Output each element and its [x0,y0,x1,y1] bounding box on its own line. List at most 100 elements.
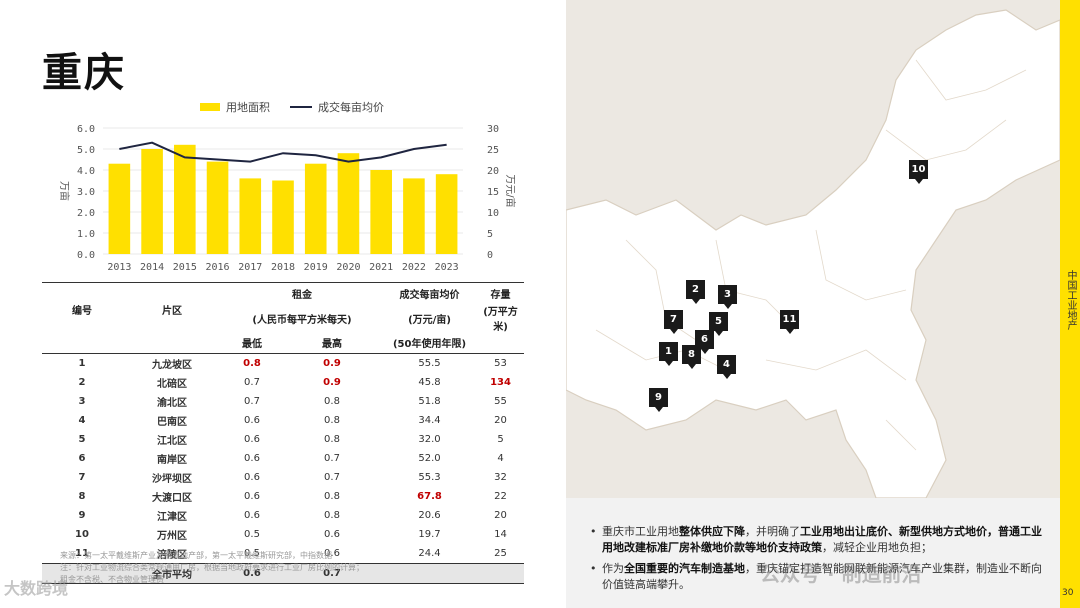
source-notes: 来源：第一太平戴维斯产业及物流地产部，第一太平戴维斯研究部，中指数据 注：针对工… [60,550,364,586]
bar [206,161,229,254]
cell-stock: 55 [494,396,507,407]
map-marker-3: 3 [718,285,737,309]
header-price-unit: (万元/亩) [408,314,451,326]
cell-price: 24.4 [418,548,441,559]
map-marker-10: 10 [909,160,928,184]
cell-id: 10 [75,529,89,540]
x-tick-label: 2017 [238,262,262,273]
legend-bar-label: 用地面积 [226,101,270,114]
y2-tick-label: 5 [487,229,493,240]
note-text-1: 注：针对工业物流综合类常规通用厂房，根据当地政府要求进行工业厂房比例的计算； [60,563,364,572]
cell-price: 20.6 [418,510,441,521]
cell-district: 江津区 [157,512,187,523]
bar [337,153,360,254]
summary-bullets: 重庆市工业用地整体供应下降，并明确了工业用地出让底价、新型供地方式地价，普通工业… [566,498,1060,608]
header-price: 成交每亩均价 [399,290,460,301]
table-row: 1 九龙坡区 0.8 0.9 55.5 53 [42,354,524,374]
cell-min: 0.6 [244,453,260,464]
cell-max: 0.6 [324,548,340,559]
x-tick-label: 2014 [140,262,164,273]
y-axis-label: 万亩 [58,181,71,201]
map-marker-11: 11 [780,310,799,334]
cell-district: 万州区 [157,531,187,542]
header-stock: 存量 [490,290,511,301]
page-number: 30 [1062,588,1074,598]
y-tick-label: 2.0 [77,208,95,219]
chongqing-map: 10 2 3 7 5 11 6 1 8 4 9 [566,0,1060,498]
map-outline [566,9,1060,498]
map-marker-5: 5 [709,312,728,336]
cell-max: 0.8 [324,434,340,445]
side-strip [1060,0,1080,608]
table-row: 3 渝北区 0.7 0.8 51.8 55 [42,392,524,411]
y-tick-label: 5.0 [77,145,95,156]
cell-id: 4 [78,415,86,426]
bar [435,174,458,254]
y2-tick-label: 25 [487,145,499,156]
bar [272,180,294,254]
x-tick-label: 2019 [304,262,328,273]
map-marker-7: 7 [664,310,683,334]
cell-stock: 4 [497,453,504,464]
table-row: 11 涪陵区 0.5 0.6 24.4 25 [42,544,524,564]
cell-price: 67.8 [417,491,442,502]
legend-bar-swatch [200,103,220,111]
bullet-1: 重庆市工业用地整体供应下降，并明确了工业用地出让底价、新型供地方式地价，普通工业… [590,524,1046,556]
map-marker-2: 2 [686,280,705,304]
table-row: 9 江津区 0.6 0.8 20.6 20 [42,506,524,525]
cell-max: 0.8 [324,491,340,502]
cell-id: 2 [78,377,86,388]
cell-max: 0.8 [324,396,340,407]
x-tick-label: 2023 [435,262,459,273]
cell-max: 0.9 [323,377,341,388]
table-row: 6 南岸区 0.6 0.7 52.0 4 [42,449,524,468]
header-rent-unit: (人民币每平方米每天) [252,314,352,326]
cell-id: 1 [78,358,86,369]
cell-min: 0.6 [244,510,260,521]
cell-price: 51.8 [418,396,441,407]
header-stock-unit: (万平方米) [483,307,518,333]
y2-axis-label: 万元/亩 [504,174,517,207]
table-average-row: 全市平均 0.6 0.7 [42,563,524,584]
x-tick-label: 2016 [205,262,229,273]
table-row: 2 北碚区 0.7 0.9 45.8 134 [42,373,524,392]
cell-min: 0.8 [243,358,261,369]
x-tick-label: 2021 [369,262,393,273]
cell-min: 0.6 [244,415,260,426]
cell-stock: 5 [497,434,504,445]
map-marker-8: 8 [682,345,701,369]
y2-tick-label: 30 [487,124,499,135]
side-strip-label: 中国工业地产 [1065,270,1076,330]
cell-max: 0.7 [324,472,340,483]
cell-id: 9 [78,510,86,521]
cell-id: 11 [75,548,89,559]
cell-max: 0.7 [324,453,340,464]
map-marker-6: 6 [695,330,714,354]
cell-stock: 22 [494,491,507,502]
chart-legend: 用地面积 成交每亩均价 [200,99,384,115]
cell-id: 7 [78,472,86,483]
district-table: 编号 片区 租金 成交每亩均价 存量 (人民币每平方米每天) (万元/亩) (万… [42,282,524,584]
cell-stock: 14 [494,529,507,540]
avg-min: 0.6 [222,563,282,584]
avg-max: 0.7 [282,563,382,584]
header-price-note: (50年使用年限) [382,334,477,354]
x-tick-label: 2022 [402,262,426,273]
cell-stock: 20 [494,510,507,521]
x-tick-label: 2020 [336,262,360,273]
x-tick-label: 2018 [271,262,295,273]
y2-tick-label: 0 [487,250,493,261]
cell-min: 0.6 [244,491,260,502]
bar [304,163,327,254]
cell-id: 3 [78,396,86,407]
bar [370,170,392,254]
cell-min: 0.5 [244,548,260,559]
header-rent-min: 最低 [222,334,282,354]
cell-max: 0.8 [324,415,340,426]
cell-min: 0.5 [244,529,260,540]
cell-max: 0.6 [324,529,340,540]
cell-stock: 32 [494,472,507,483]
cell-district: 巴南区 [157,417,187,428]
bar [108,163,131,254]
header-rent-max: 最高 [282,334,382,354]
